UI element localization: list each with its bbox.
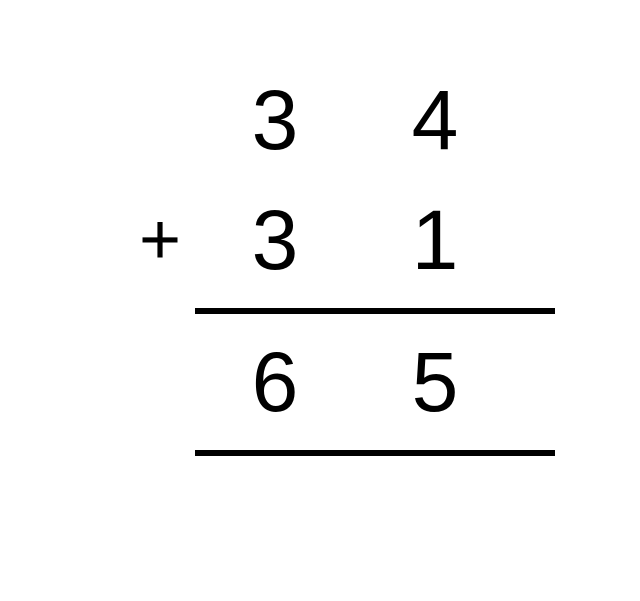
addend-2-row: + 3 1	[125, 180, 515, 300]
addition-problem: 3 4 + 3 1 6 5	[125, 60, 515, 456]
sum-ones: 5	[355, 334, 515, 431]
plus-operator: +	[125, 199, 195, 281]
addend-1-tens: 3	[195, 72, 355, 169]
addend-1-ones: 4	[355, 72, 515, 169]
sum-tens: 6	[195, 334, 355, 431]
sum-row: 6 5	[125, 322, 515, 442]
addend-1-row: 3 4	[125, 60, 515, 180]
addend-2-tens: 3	[195, 192, 355, 289]
equals-rule	[195, 308, 555, 314]
bottom-rule	[195, 450, 555, 456]
addend-2-ones: 1	[355, 192, 515, 289]
